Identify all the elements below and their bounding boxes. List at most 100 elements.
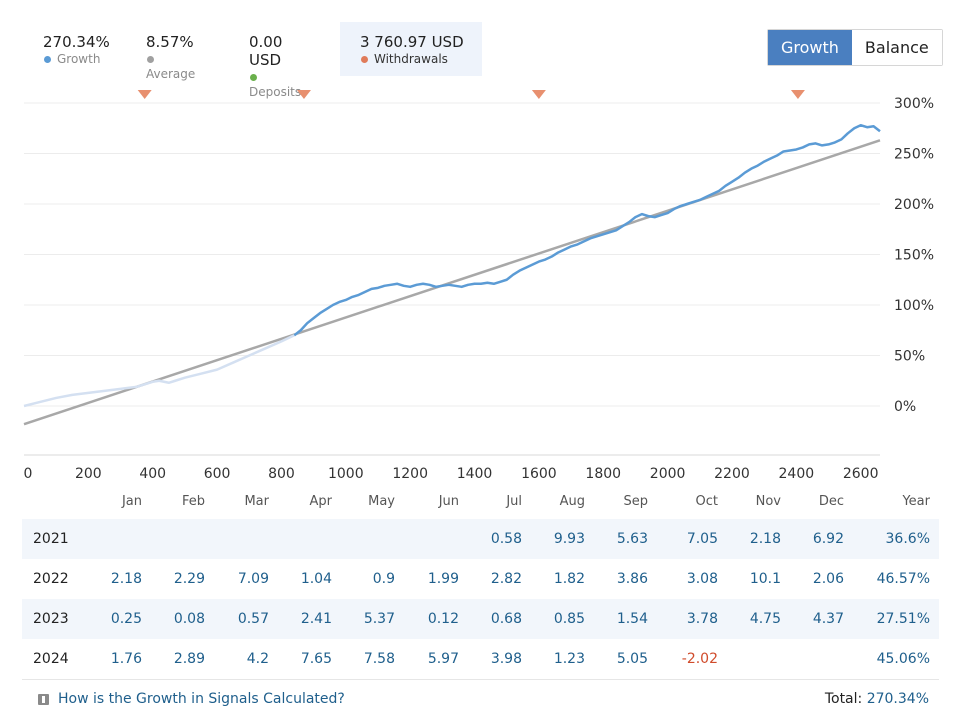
stat-deposits[interactable]: 0.00 USD Deposits <box>249 22 301 99</box>
table-cell: 5.37 <box>363 611 395 627</box>
table-row: 2022 2.18 2.29 7.09 1.04 0.9 1.99 2.82 1.82 3.86 3… <box>22 559 939 599</box>
table-cell: 2.89 <box>173 651 205 667</box>
table-cell: 0.85 <box>553 611 585 627</box>
y-tick-label: 300% <box>894 96 934 112</box>
table-cell: 2.29 <box>173 571 205 587</box>
x-tick-label: 1000 <box>328 466 364 482</box>
x-tick-label: 1200 <box>392 466 428 482</box>
withdrawal-marker-icon <box>790 90 805 99</box>
x-tick-label: 1600 <box>521 466 557 482</box>
table-cell: 0.9 <box>372 571 395 587</box>
table-cell: 4.75 <box>749 611 781 627</box>
x-tick-label: 1400 <box>457 466 493 482</box>
table-cell: 2.82 <box>490 571 522 587</box>
header-year: Year <box>902 494 930 509</box>
table-cell: 1.23 <box>553 651 585 667</box>
average-value: 8.57% <box>146 33 194 51</box>
table-cell: 7.05 <box>686 531 718 547</box>
growth-label: Growth <box>57 52 101 66</box>
x-tick-label: 800 <box>268 466 295 482</box>
average-label: Average <box>146 67 196 81</box>
table-row: 2021 0.58 9.93 5.63 7.05 2.18 6.92 36.6% <box>22 519 939 559</box>
table-cell: 9.93 <box>553 531 585 547</box>
table-cell: 7.65 <box>300 651 332 667</box>
table-cell: 5.63 <box>616 531 648 547</box>
table-cell: -2.02 <box>681 651 718 667</box>
withdrawal-markers <box>137 90 805 99</box>
x-tick-label: 2200 <box>714 466 750 482</box>
deposits-dot-icon <box>250 73 257 81</box>
x-tick-label: 2400 <box>779 466 815 482</box>
table-cell: 4.2 <box>246 651 269 667</box>
table-divider <box>22 679 939 680</box>
grid-lines <box>24 102 880 456</box>
withdrawals-dot-icon <box>361 55 368 63</box>
series-lines <box>23 123 881 426</box>
growth-dot-icon <box>44 55 51 63</box>
table-cell: 45.06% <box>876 651 930 667</box>
table-body: 2021 0.58 9.93 5.63 7.05 2.18 6.92 36.6% 2022 2.1… <box>22 519 939 679</box>
table-cell: 3.86 <box>616 571 648 587</box>
balance-toggle-button[interactable]: Balance <box>851 30 942 65</box>
x-tick-label: 400 <box>139 466 166 482</box>
x-axis-ticks: 0 200 400 600 800 1000 1200 1400 1600 1800 2000 220… <box>24 466 879 482</box>
row-year: 2023 <box>33 611 69 627</box>
table-cell: 0.12 <box>427 611 459 627</box>
average-line <box>23 139 881 426</box>
table-cell: 0.25 <box>110 611 142 627</box>
header-jan: Jan <box>121 494 142 509</box>
y-tick-label: 0% <box>894 399 916 415</box>
table-cell: 1.76 <box>110 651 142 667</box>
header-jun: Jun <box>438 494 459 509</box>
table-cell: 46.57% <box>876 571 930 587</box>
y-tick-label: 250% <box>894 147 934 163</box>
table-cell: 27.51% <box>876 611 930 627</box>
withdrawal-marker-icon <box>137 90 152 99</box>
header-jul: Jul <box>506 494 522 509</box>
row-year: 2021 <box>33 531 69 547</box>
growth-calculation-link[interactable]: How is the Growth in Signals Calculated? <box>58 691 345 707</box>
growth-value: 270.34% <box>43 33 110 51</box>
table-cell: 36.6% <box>885 531 930 547</box>
x-tick-label: 2600 <box>843 466 879 482</box>
growth-chart: 300% 250% 200% 150% 100% 50% 0% 0 200 400 600 800 1… <box>23 90 934 482</box>
table-cell: 2.18 <box>110 571 142 587</box>
withdrawals-value: 3 760.97 USD <box>360 33 464 51</box>
x-tick-label: 1800 <box>585 466 621 482</box>
x-tick-label: 200 <box>75 466 102 482</box>
stat-growth[interactable]: 270.34% Growth <box>43 22 110 76</box>
deposits-value: 0.00 USD <box>249 33 283 69</box>
withdrawal-marker-icon <box>296 90 311 99</box>
table-cell: 5.97 <box>427 651 459 667</box>
table-cell: 2.41 <box>300 611 332 627</box>
table-cell: 3.08 <box>686 571 718 587</box>
table-row: 2024 1.76 2.89 4.2 7.65 7.58 5.97 3.98 1.23 5.05 -… <box>22 639 939 679</box>
x-tick-label: 600 <box>204 466 231 482</box>
table-cell: 4.37 <box>812 611 844 627</box>
stat-average[interactable]: 8.57% Average <box>146 22 195 81</box>
table-cell: 3.98 <box>490 651 522 667</box>
table-cell: 1.99 <box>427 571 459 587</box>
withdrawals-label: Withdrawals <box>374 52 448 66</box>
header-dec: Dec <box>818 494 844 509</box>
header-nov: Nov <box>755 494 781 509</box>
info-icon <box>38 694 49 705</box>
stat-withdrawals[interactable]: 3 760.97 USD Withdrawals <box>340 22 482 76</box>
table-cell: 10.1 <box>749 571 781 587</box>
growth-toggle-button[interactable]: Growth <box>768 30 852 65</box>
growth-line-history <box>23 329 302 408</box>
y-tick-label: 200% <box>894 197 934 213</box>
table-cell: 2.18 <box>749 531 781 547</box>
table-cell: 3.78 <box>686 611 718 627</box>
table-cell: 7.09 <box>237 571 269 587</box>
x-tick-label: 2000 <box>650 466 686 482</box>
header-oct: Oct <box>695 494 718 509</box>
total-label: Total: <box>824 691 863 707</box>
footer: How is the Growth in Signals Calculated?… <box>22 688 939 714</box>
header-aug: Aug <box>559 494 585 509</box>
table-cell: 6.92 <box>812 531 844 547</box>
table-row: 2023 0.25 0.08 0.57 2.41 5.37 0.12 0.68 0.85 1.54… <box>22 599 939 639</box>
table-cell: 1.04 <box>300 571 332 587</box>
table-cell: 0.58 <box>490 531 522 547</box>
deposits-label: Deposits <box>249 85 302 99</box>
